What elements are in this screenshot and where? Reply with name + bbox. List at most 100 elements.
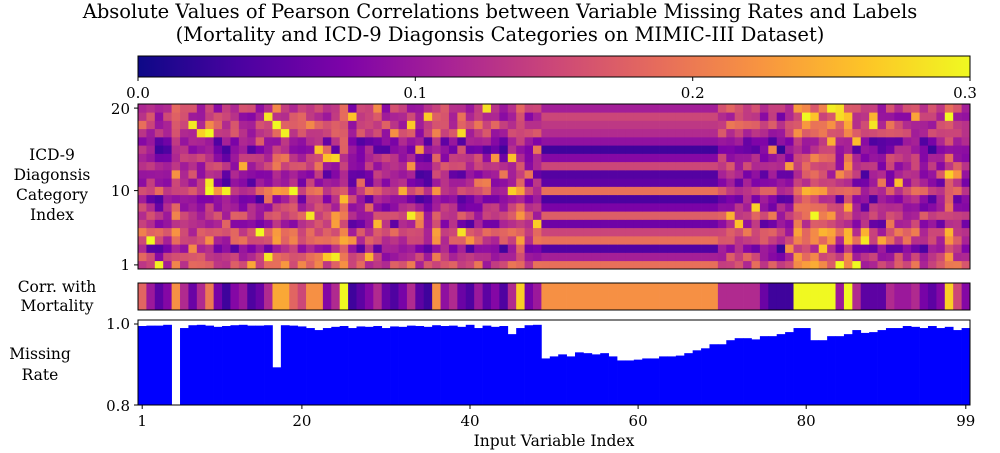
heatmap-cell <box>734 203 744 212</box>
heatmap-cell <box>314 104 324 113</box>
heatmap-cell <box>205 104 214 113</box>
heatmap-cell <box>364 219 374 229</box>
heatmap-cell <box>591 219 601 229</box>
heatmap-cell <box>213 194 223 204</box>
mortality-cell <box>196 283 206 310</box>
heatmap-cell <box>188 161 198 171</box>
heatmap-cell <box>751 194 761 204</box>
heatmap-cell <box>222 161 231 171</box>
heatmap-cell <box>600 211 609 220</box>
heatmap-cell <box>759 145 769 154</box>
heatmap-cell <box>331 194 341 204</box>
heatmap-cell <box>894 203 904 212</box>
mortality-cell <box>465 283 475 310</box>
heatmap-cell <box>600 128 609 138</box>
heatmap-cell <box>524 120 534 130</box>
heatmap-cell <box>902 178 912 187</box>
heatmap-cell <box>482 244 492 253</box>
mortality-cell <box>264 283 273 310</box>
heatmap-cell <box>306 137 315 146</box>
heatmap-cell <box>213 170 223 179</box>
heatmap-cell <box>860 178 870 187</box>
missing-rate-bar <box>617 360 626 405</box>
heatmap-cell <box>490 178 500 187</box>
heatmap-cell <box>717 244 727 253</box>
heatmap-cell <box>734 178 744 187</box>
heatmap-cell <box>180 252 189 262</box>
heatmap-cell <box>180 120 189 130</box>
heatmap-cell <box>289 252 299 262</box>
heatmap-cell <box>423 252 433 262</box>
heatmap-cell <box>869 186 878 196</box>
mortality-cell <box>717 283 727 310</box>
heatmap-cell <box>541 153 551 163</box>
heatmap-cell <box>843 178 853 187</box>
heatmap-cell <box>448 153 458 163</box>
heatmap-cell <box>810 211 820 220</box>
heatmap-cell <box>667 112 677 121</box>
mortality-cell <box>549 283 559 310</box>
heatmap-cell <box>423 186 433 196</box>
heatmap-yticks <box>134 107 138 266</box>
heatmap-cell <box>230 219 240 229</box>
heatmap-cell <box>860 128 870 138</box>
heatmap-cell <box>490 219 500 229</box>
heatmap-cell <box>818 244 828 253</box>
heatmap-cell <box>264 244 273 253</box>
heatmap-ytick-1: 1 <box>120 256 130 274</box>
heatmap-cell <box>701 178 710 187</box>
heatmap-cell <box>894 260 904 270</box>
heatmap-cell <box>541 112 551 121</box>
heatmap-cell <box>701 137 710 146</box>
heatmap-cell <box>448 203 458 212</box>
mortality-cell <box>877 283 887 310</box>
heatmap-cell <box>474 153 483 163</box>
heatmap-cell <box>390 260 399 270</box>
heatmap-cell <box>759 194 769 204</box>
heatmap-cell <box>650 120 660 130</box>
heatmap-cell <box>835 244 845 253</box>
heatmap-cell <box>297 104 307 113</box>
heatmap-cell <box>768 260 778 270</box>
heatmap-cell <box>785 120 794 130</box>
heatmap-cell <box>608 186 618 196</box>
heatmap-cell <box>717 219 727 229</box>
heatmap-cell <box>785 236 794 245</box>
heatmap-cell <box>919 104 929 113</box>
heatmap-cell <box>390 236 399 245</box>
heatmap-cell <box>675 145 685 154</box>
heatmap-cell <box>869 227 878 237</box>
heatmap-cell <box>927 104 937 113</box>
heatmap-cell <box>490 170 500 179</box>
heatmap-cell <box>482 137 492 146</box>
heatmap-cell <box>331 178 341 187</box>
heatmap-cell <box>348 227 357 237</box>
heatmap-cell <box>642 186 651 196</box>
heatmap-cell <box>390 178 399 187</box>
heatmap-cell <box>885 194 895 204</box>
heatmap-cell <box>499 120 509 130</box>
heatmap-cell <box>583 120 593 130</box>
heatmap-cell <box>776 252 786 262</box>
heatmap-cell <box>894 244 904 253</box>
heatmap-cell <box>230 252 240 262</box>
heatmap-cell <box>701 236 710 245</box>
heatmap-cell <box>306 227 315 237</box>
heatmap-cell <box>734 137 744 146</box>
heatmap-cell <box>776 178 786 187</box>
heatmap-cell <box>457 194 467 204</box>
heatmap-cell <box>356 145 366 154</box>
missing-rate-bar <box>348 328 357 405</box>
heatmap-cell <box>768 219 778 229</box>
heatmap-cell <box>398 219 408 229</box>
heatmap-cell <box>717 153 727 163</box>
heatmap-cell <box>171 178 181 187</box>
x-axis-ticks <box>141 405 967 409</box>
heatmap-cell <box>213 112 223 121</box>
heatmap-cell <box>432 170 441 179</box>
heatmap-cell <box>339 186 349 196</box>
heatmap-cell <box>894 128 904 138</box>
heatmap-cell <box>297 128 307 138</box>
heatmap-cell <box>575 170 584 179</box>
heatmap-cell <box>818 120 828 130</box>
